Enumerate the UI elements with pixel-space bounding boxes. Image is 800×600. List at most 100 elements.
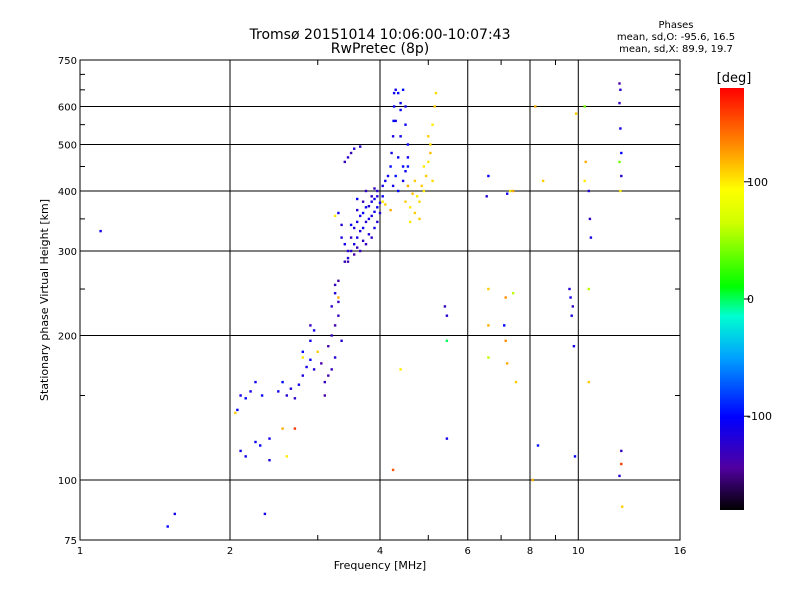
data-point [373,187,376,190]
data-point [384,179,387,183]
data-point [359,214,362,218]
scatter-points [99,82,624,528]
data-point [349,236,353,239]
y-tick-label: 750 [58,56,77,67]
x-tick-label: 1 [77,546,83,557]
data-point [244,397,247,400]
data-point [406,165,410,168]
data-point [422,165,426,168]
data-point [416,195,419,198]
data-point [620,449,623,453]
y-axis-label: Stationary phase Virtual Height [km] [38,199,51,401]
data-point [323,380,326,384]
data-point [397,91,400,95]
data-point [427,160,430,164]
colorbar-label: [deg] [717,71,752,86]
data-point [370,236,373,239]
data-point [620,151,623,155]
data-point [378,201,382,204]
data-point [376,189,379,193]
data-point [353,253,356,256]
data-point [337,296,340,299]
data-point [392,105,396,108]
data-point [244,455,247,458]
y-tick-label: 300 [58,247,77,258]
data-point [239,394,242,397]
data-point [333,324,337,327]
data-point [333,214,337,218]
data-point [346,156,350,159]
data-point [424,174,428,178]
data-point [312,368,316,371]
data-point [411,192,414,195]
data-point [285,394,288,397]
data-point [268,459,271,462]
y-tick-label: 100 [58,476,77,487]
data-point [376,206,379,209]
data-point [573,455,577,458]
data-point [309,339,312,342]
data-point [337,300,340,304]
data-point [618,82,621,85]
data-point [359,145,362,148]
data-point [259,444,262,447]
data-point [289,387,293,390]
data-point [427,135,430,138]
chart-title: Tromsø 20151014 10:06:00-10:07:43 [249,27,511,43]
data-point [268,437,271,440]
data-point [373,197,376,201]
data-point [361,200,365,203]
data-point [572,345,576,348]
x-tick-label: 4 [377,546,383,557]
data-point [618,474,621,478]
data-point [571,305,574,308]
data-point [506,192,509,195]
data-point [487,356,490,359]
data-point [330,334,333,337]
data-point [392,91,396,95]
data-point [381,200,384,203]
y-tick-label: 400 [58,187,77,198]
data-point [568,287,571,291]
data-point [327,374,330,377]
data-point [239,449,242,453]
data-point [404,105,407,108]
data-point [401,165,405,168]
data-point [536,444,540,447]
data-point [583,105,586,108]
chart-subtitle: RwPretec (8p) [330,41,430,57]
data-point [587,287,590,291]
data-point [406,156,410,159]
data-point [443,305,447,308]
data-point [485,195,488,198]
data-point [422,189,426,193]
plot-frame [79,59,681,541]
x-tick-label: 10 [572,546,585,557]
data-point [413,211,417,215]
data-point [340,236,343,239]
x-tick-label: 16 [674,546,687,557]
data-point [511,189,515,193]
phases-mean-o: mean, sd,O: -95.6, 16.5 [616,32,736,43]
data-point [285,455,288,458]
data-point [249,390,252,393]
data-point [504,339,507,342]
data-point [570,314,573,317]
data-point [487,287,490,291]
data-point [384,203,387,206]
data-point [620,462,623,466]
data-point [361,226,365,230]
data-point [618,101,621,105]
data-point [260,394,264,397]
data-point [487,174,490,178]
data-point [445,339,449,342]
data-point [389,208,392,212]
data-point [356,236,359,239]
data-point [621,505,624,508]
data-point [349,151,353,155]
data-point [390,151,393,155]
y-tick-label: 75 [64,536,77,547]
data-point [343,243,346,246]
data-point [487,324,490,327]
data-point [509,189,512,193]
